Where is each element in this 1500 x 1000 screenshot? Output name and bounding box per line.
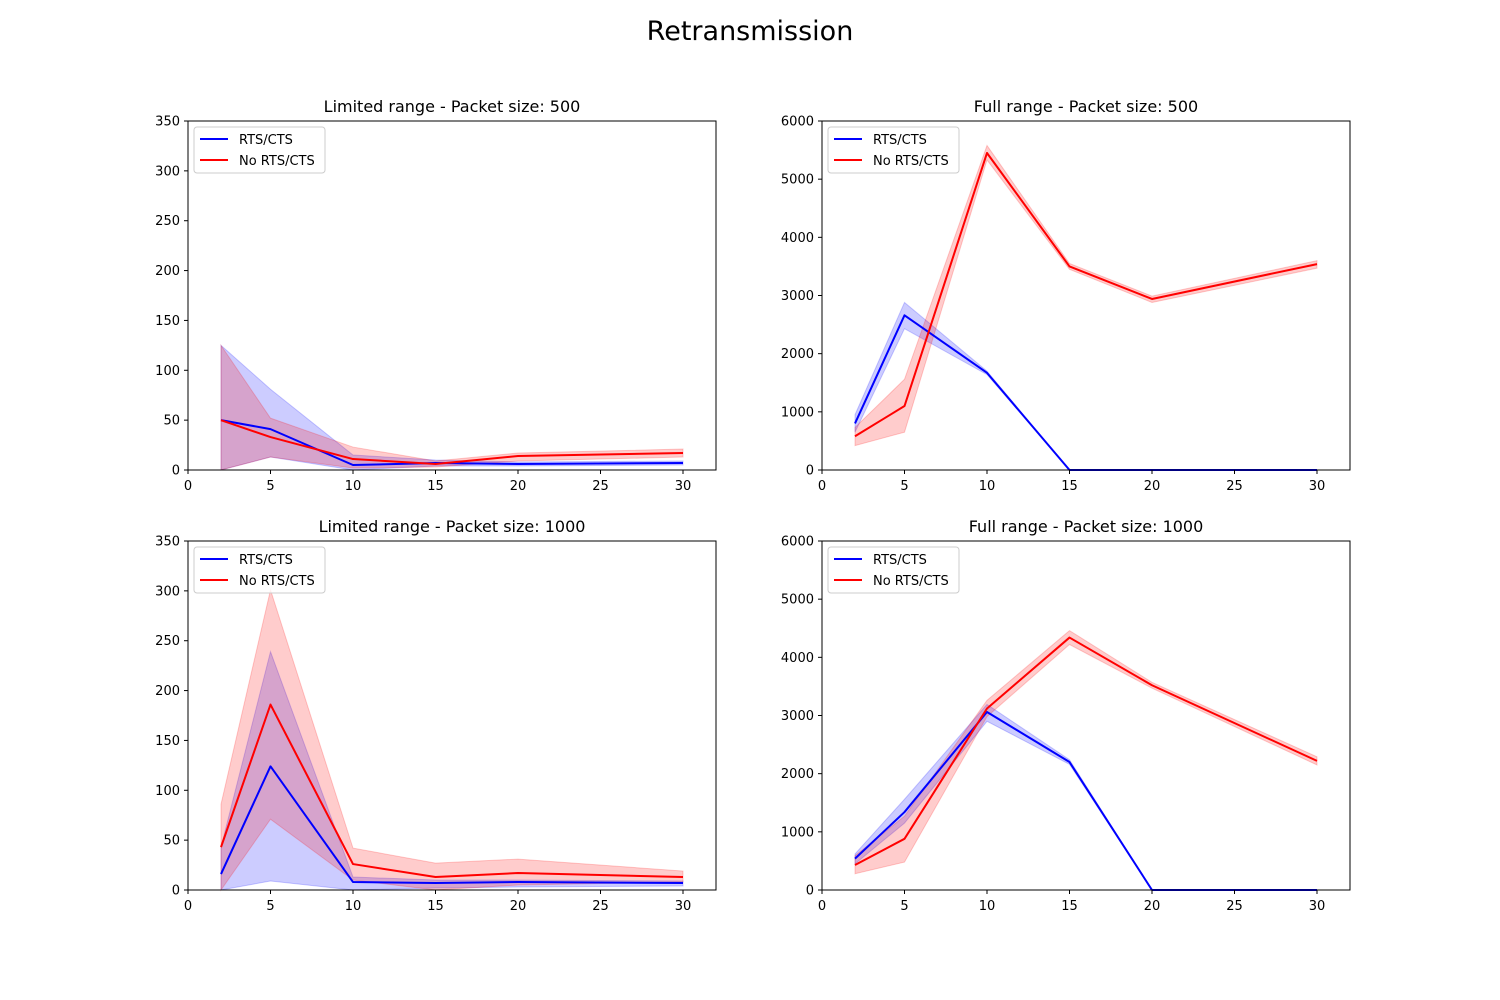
confidence-band-1 [220,344,684,471]
x-tick-label: 5 [900,479,908,494]
x-tick-label: 30 [1309,479,1326,494]
x-tick-label: 20 [510,479,527,494]
y-tick-label: 4000 [781,231,814,246]
y-tick-label: 6000 [781,535,814,550]
legend: RTS/CTS No RTS/CTS [193,546,326,594]
panel-title: Full range - Packet size: 500 [974,97,1198,116]
y-tick-label: 50 [163,414,180,429]
x-tick-label: 20 [510,899,527,914]
x-tick-label: 10 [979,899,996,914]
panel-title: Limited range - Packet size: 500 [324,97,581,116]
confidence-band-2 [854,144,1318,447]
y-tick-label: 2000 [781,767,814,782]
legend-label: No RTS/CTS [239,154,315,169]
x-tick-label: 20 [1144,899,1161,914]
x-tick-label: 25 [592,479,609,494]
x-tick-label: 25 [1226,479,1243,494]
y-tick-label: 5000 [781,593,814,608]
y-tick-label: 0 [172,464,180,479]
y-tick-label: 250 [155,634,180,649]
y-tick-label: 300 [155,584,180,599]
x-tick-label: 15 [427,899,444,914]
y-tick-label: 0 [172,884,180,899]
x-tick-label: 10 [979,479,996,494]
axes-frame [187,120,717,471]
figure-title: Retransmission [646,16,854,47]
confidence-band-2 [220,343,684,471]
y-tick-label: 100 [155,364,180,379]
y-tick-label: 350 [155,535,180,550]
x-tick-label: 0 [184,899,192,914]
panel-title: Full range - Packet size: 1000 [969,517,1204,536]
series-line-2 [220,703,684,879]
y-tick-label: 350 [155,115,180,130]
y-tick-label: 200 [155,684,180,699]
legend-label: No RTS/CTS [239,574,315,589]
y-tick-label: 100 [155,784,180,799]
x-tick-label: 20 [1144,479,1161,494]
x-tick-label: 25 [592,899,609,914]
x-tick-label: 0 [184,479,192,494]
y-tick-label: 1000 [781,405,814,420]
legend-label: RTS/CTS [873,553,927,568]
series-line-2 [854,151,1318,438]
chart-panel-3: Limited range - Packet size: 1000 0 5 10 15 2… [155,517,717,914]
x-tick-label: 10 [345,479,362,494]
y-tick-label: 1000 [781,825,814,840]
y-tick-label: 50 [163,834,180,849]
x-tick-label: 30 [675,479,692,494]
y-tick-label: 3000 [781,709,814,724]
legend-label: No RTS/CTS [873,154,949,169]
y-tick-label: 150 [155,314,180,329]
series-line-1 [220,765,684,885]
legend-label: No RTS/CTS [873,574,949,589]
x-tick-label: 5 [266,479,274,494]
x-tick-label: 15 [1061,899,1078,914]
axes-frame [187,540,717,891]
x-tick-label: 15 [1061,479,1078,494]
y-tick-label: 200 [155,264,180,279]
y-tick-label: 3000 [781,289,814,304]
y-tick-label: 4000 [781,651,814,666]
y-tick-label: 2000 [781,347,814,362]
series-line-1 [220,419,684,467]
legend-label: RTS/CTS [239,133,293,148]
y-tick-label: 150 [155,734,180,749]
series-line-2 [854,636,1318,866]
chart-panel-1: Limited range - Packet size: 500 0 5 10 15 20… [155,97,717,494]
y-tick-label: 5000 [781,173,814,188]
chart-panel-2: Full range - Packet size: 500 0 5 10 15 20 25 3… [781,97,1351,494]
y-tick-label: 250 [155,214,180,229]
legend-label: RTS/CTS [873,133,927,148]
series-line-2 [220,419,684,466]
x-tick-label: 15 [427,479,444,494]
chart-panel-4: Full range - Packet size: 1000 0 5 10 15 20 25… [781,517,1351,914]
y-tick-label: 0 [806,884,814,899]
panel-title: Limited range - Packet size: 1000 [319,517,586,536]
x-tick-label: 30 [675,899,692,914]
legend: RTS/CTS No RTS/CTS [827,126,960,174]
x-tick-label: 0 [818,899,826,914]
y-tick-label: 300 [155,164,180,179]
x-tick-label: 0 [818,479,826,494]
confidence-band-2 [854,629,1318,875]
legend: RTS/CTS No RTS/CTS [827,546,960,594]
legend: RTS/CTS No RTS/CTS [193,126,326,174]
x-tick-label: 30 [1309,899,1326,914]
x-tick-label: 10 [345,899,362,914]
y-tick-label: 0 [806,464,814,479]
x-tick-label: 5 [266,899,274,914]
x-tick-label: 5 [900,899,908,914]
y-tick-label: 6000 [781,115,814,130]
x-tick-label: 25 [1226,899,1243,914]
legend-label: RTS/CTS [239,553,293,568]
confidence-band-1 [220,649,684,891]
